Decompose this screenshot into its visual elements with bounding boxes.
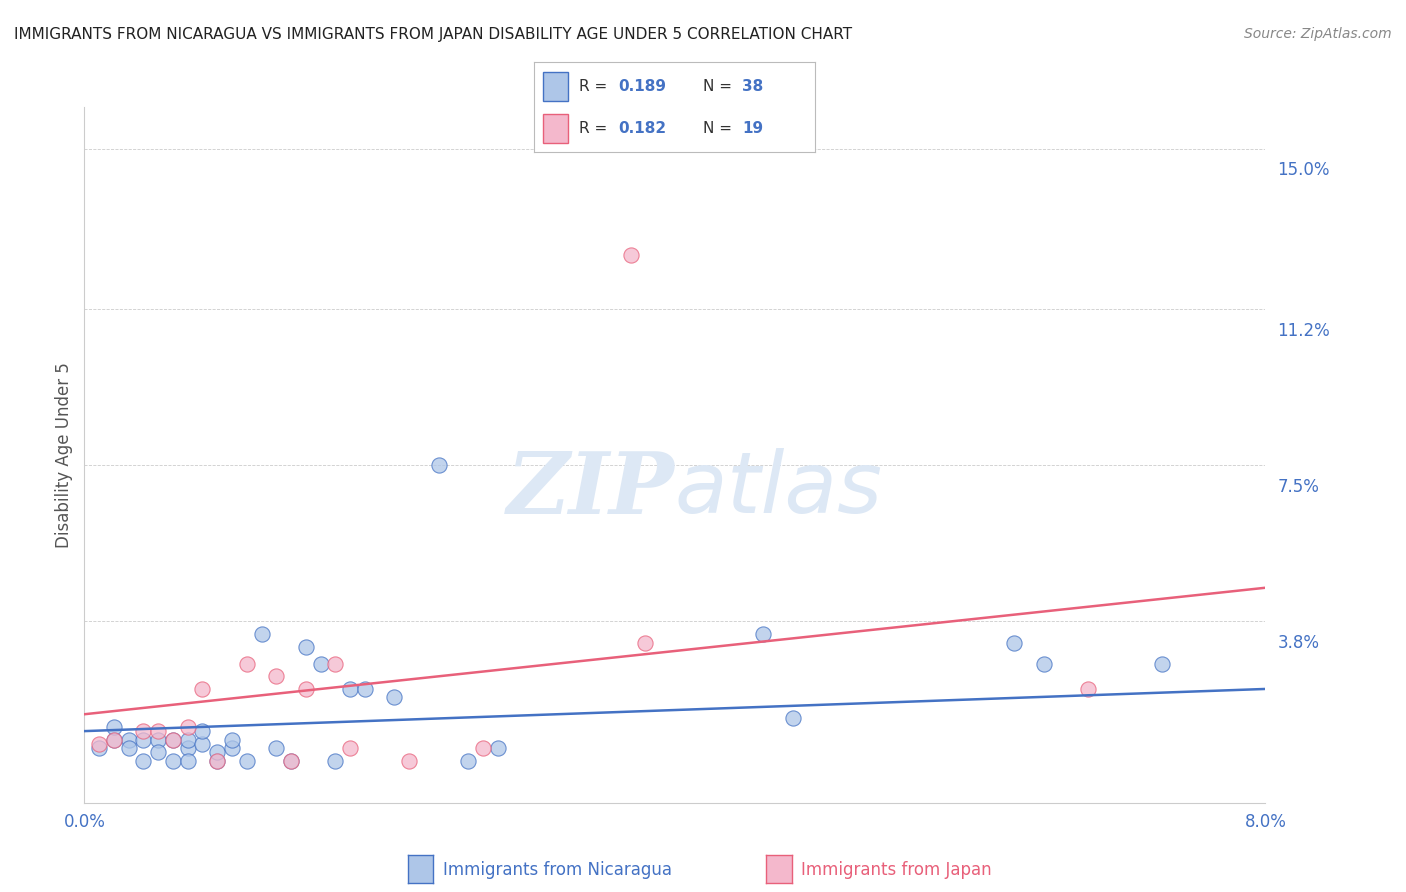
Point [221, 732, 243, 747]
Point [354, 681, 377, 696]
Point [382, 690, 406, 705]
Text: 7.5%: 7.5% [1277, 477, 1319, 496]
Point [295, 681, 318, 696]
Point [309, 657, 332, 671]
Point [752, 627, 775, 641]
Point [235, 754, 259, 768]
Text: R =: R = [579, 121, 613, 136]
Point [87, 737, 111, 751]
Text: N =: N = [703, 79, 737, 94]
Point [205, 754, 228, 768]
Text: Source: ZipAtlas.com: Source: ZipAtlas.com [1244, 27, 1392, 41]
Text: 3.8%: 3.8% [1277, 633, 1319, 651]
Point [634, 635, 657, 649]
Point [264, 669, 288, 683]
Point [457, 754, 479, 768]
Point [118, 732, 141, 747]
Point [132, 732, 155, 747]
Text: N =: N = [703, 121, 737, 136]
Point [191, 681, 214, 696]
Text: 15.0%: 15.0% [1277, 161, 1330, 179]
Text: 0.189: 0.189 [619, 79, 666, 94]
FancyBboxPatch shape [543, 114, 568, 143]
Point [148, 724, 170, 739]
Point [235, 657, 259, 671]
Point [205, 754, 228, 768]
Point [295, 640, 318, 654]
Y-axis label: Disability Age Under 5: Disability Age Under 5 [55, 362, 73, 548]
Point [205, 745, 228, 759]
Point [250, 627, 273, 641]
Point [177, 732, 200, 747]
Text: IMMIGRANTS FROM NICARAGUA VS IMMIGRANTS FROM JAPAN DISABILITY AGE UNDER 5 CORREL: IMMIGRANTS FROM NICARAGUA VS IMMIGRANTS … [14, 27, 852, 42]
Point [132, 754, 155, 768]
Point [148, 732, 170, 747]
Point [177, 720, 200, 734]
Point [87, 741, 111, 756]
Point [103, 720, 125, 734]
Text: 19: 19 [742, 121, 763, 136]
Point [162, 732, 184, 747]
Point [103, 732, 125, 747]
Point [1004, 635, 1026, 649]
Point [177, 741, 200, 756]
Point [264, 741, 288, 756]
Point [339, 741, 361, 756]
Point [162, 754, 184, 768]
Point [398, 754, 420, 768]
Point [427, 458, 450, 473]
Point [280, 754, 302, 768]
Point [339, 681, 361, 696]
Text: 0.182: 0.182 [619, 121, 666, 136]
Point [280, 754, 302, 768]
Point [191, 737, 214, 751]
Text: Immigrants from Nicaragua: Immigrants from Nicaragua [443, 861, 672, 879]
Point [1032, 657, 1054, 671]
Text: ZIP: ZIP [508, 448, 675, 532]
Text: atlas: atlas [675, 448, 883, 532]
Point [1077, 681, 1099, 696]
Point [148, 745, 170, 759]
Point [472, 741, 495, 756]
Text: 38: 38 [742, 79, 763, 94]
Point [1150, 657, 1173, 671]
Point [323, 657, 347, 671]
Point [323, 754, 347, 768]
FancyBboxPatch shape [543, 72, 568, 101]
Point [191, 724, 214, 739]
Text: R =: R = [579, 79, 613, 94]
Point [177, 754, 200, 768]
Point [118, 741, 141, 756]
Point [221, 741, 243, 756]
Point [132, 724, 155, 739]
Point [162, 732, 184, 747]
Point [619, 247, 641, 261]
Point [486, 741, 509, 756]
Text: 11.2%: 11.2% [1277, 321, 1330, 340]
Point [103, 732, 125, 747]
Point [782, 711, 804, 725]
Text: Immigrants from Japan: Immigrants from Japan [801, 861, 993, 879]
